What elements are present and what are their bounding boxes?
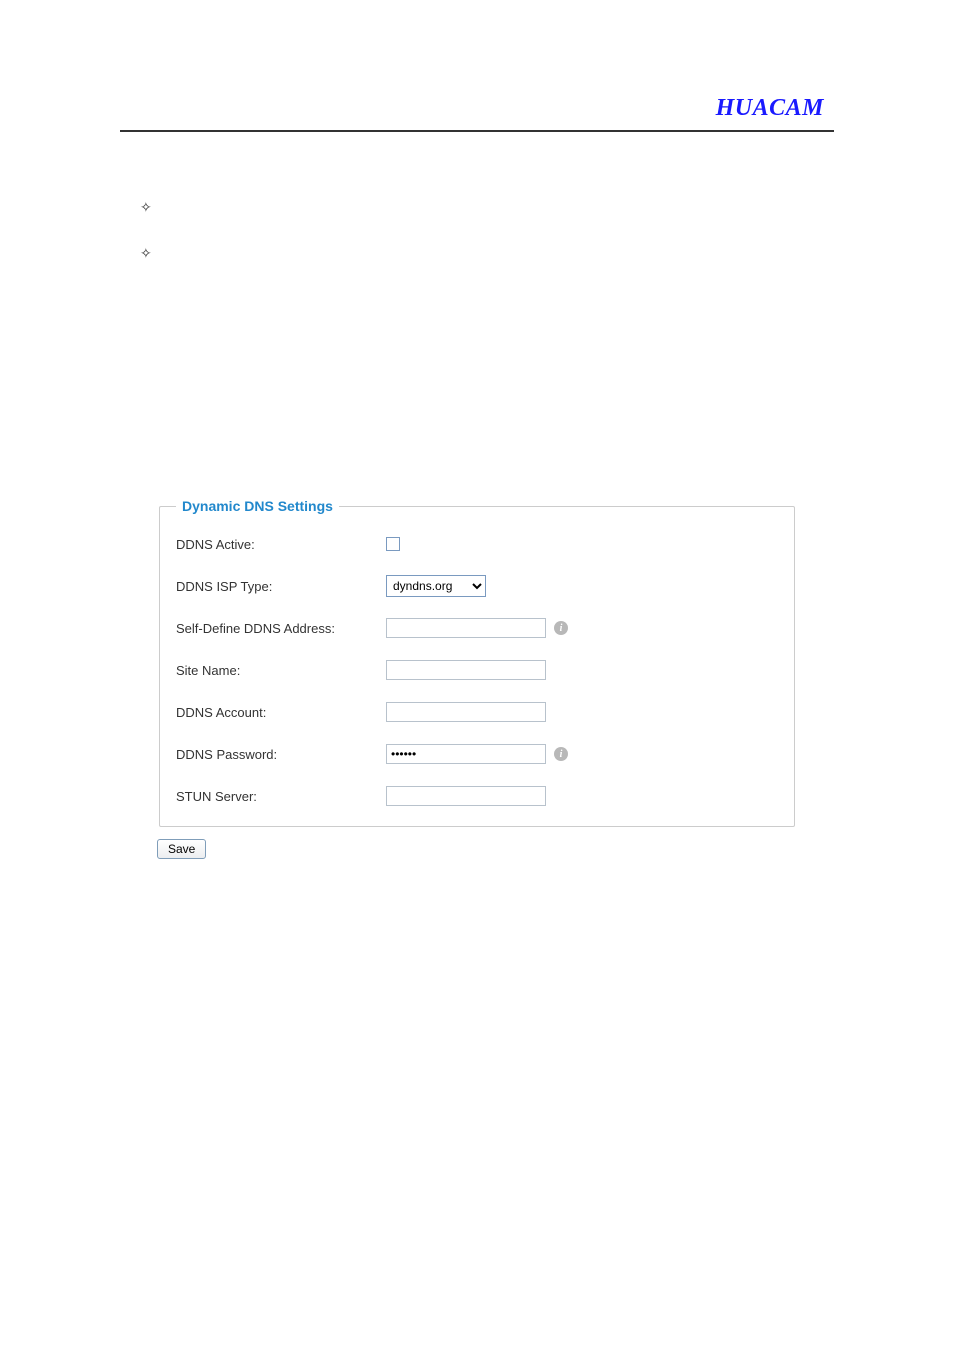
ddns-settings-panel: Dynamic DNS Settings DDNS Active: DDNS I… [157, 498, 797, 827]
row-stun-server: STUN Server: [176, 784, 778, 808]
input-stun-server[interactable] [386, 786, 546, 806]
row-self-define-address: Self-Define DDNS Address: i [176, 616, 778, 640]
select-ddns-isp-type[interactable]: dyndns.org [386, 575, 486, 597]
row-site-name: Site Name: [176, 658, 778, 682]
field-site-name [386, 660, 546, 680]
label-self-define-address: Self-Define DDNS Address: [176, 621, 386, 636]
save-button[interactable]: Save [157, 839, 206, 859]
bullet-item-2: ✧ [140, 248, 954, 258]
input-ddns-account[interactable] [386, 702, 546, 722]
header-bar: HUACAM [120, 0, 834, 132]
save-row: Save [157, 839, 797, 859]
label-ddns-isp-type: DDNS ISP Type: [176, 579, 386, 594]
label-ddns-active: DDNS Active: [176, 537, 386, 552]
info-icon[interactable]: i [554, 747, 568, 761]
label-ddns-account: DDNS Account: [176, 705, 386, 720]
field-ddns-active [386, 537, 400, 551]
label-site-name: Site Name: [176, 663, 386, 678]
label-ddns-password: DDNS Password: [176, 747, 386, 762]
row-ddns-isp-type: DDNS ISP Type: dyndns.org [176, 574, 778, 598]
info-icon[interactable]: i [554, 621, 568, 635]
bullet-list: ✧ ✧ [140, 202, 954, 258]
diamond-icon: ✧ [140, 248, 150, 258]
checkbox-ddns-active[interactable] [386, 537, 400, 551]
page-root: HUACAM ✧ ✧ Dynamic DNS Settings DDNS Act… [0, 0, 954, 859]
diamond-icon: ✧ [140, 202, 150, 212]
field-ddns-password: i [386, 744, 568, 764]
row-ddns-account: DDNS Account: [176, 700, 778, 724]
row-ddns-password: DDNS Password: i [176, 742, 778, 766]
field-stun-server [386, 786, 546, 806]
brand-logo: HUACAM [716, 95, 824, 122]
input-self-define-address[interactable] [386, 618, 546, 638]
ddns-fieldset: Dynamic DNS Settings DDNS Active: DDNS I… [159, 498, 795, 827]
bullet-item-1: ✧ [140, 202, 954, 212]
field-ddns-account [386, 702, 546, 722]
label-stun-server: STUN Server: [176, 789, 386, 804]
field-self-define-address: i [386, 618, 568, 638]
input-ddns-password[interactable] [386, 744, 546, 764]
ddns-legend: Dynamic DNS Settings [176, 498, 339, 514]
input-site-name[interactable] [386, 660, 546, 680]
field-ddns-isp-type: dyndns.org [386, 575, 486, 597]
row-ddns-active: DDNS Active: [176, 532, 778, 556]
